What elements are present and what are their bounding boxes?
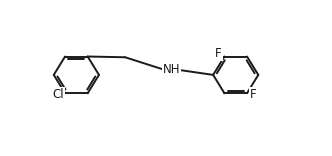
Text: NH: NH <box>163 63 180 76</box>
Text: Cl: Cl <box>52 88 64 101</box>
Text: F: F <box>215 47 222 60</box>
Text: F: F <box>250 88 256 101</box>
